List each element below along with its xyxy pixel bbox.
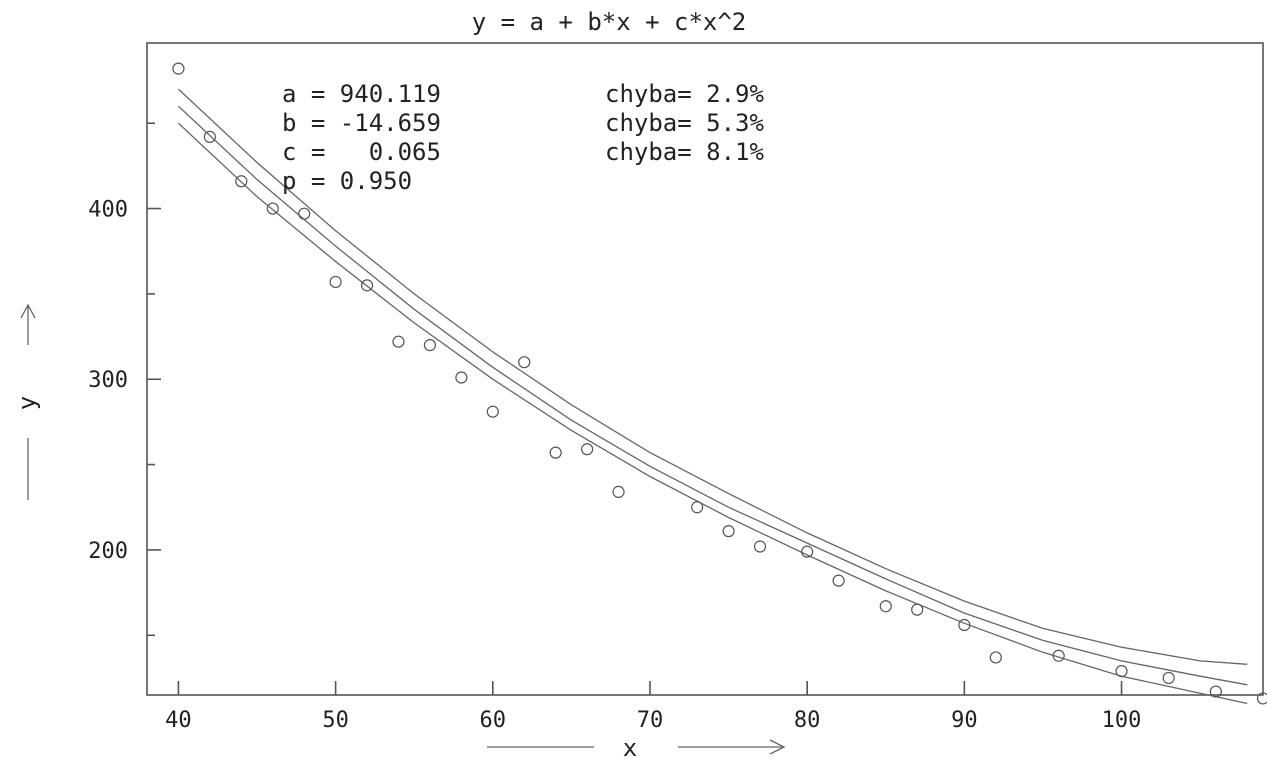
data-point <box>329 275 342 289</box>
data-point <box>612 485 625 498</box>
x-tick-label: 50 <box>322 708 349 733</box>
data-point <box>455 371 468 384</box>
data-point <box>549 446 562 459</box>
data-point <box>486 405 499 418</box>
param-b-text: b = -14.659 <box>282 109 441 137</box>
data-point <box>1115 665 1128 678</box>
data-point <box>832 574 845 587</box>
x-tick-label: 70 <box>637 708 664 733</box>
data-point <box>1052 649 1065 662</box>
param-a-error: chyba= 2.9% <box>605 80 764 108</box>
parameter-block: a = 940.119 chyba= 2.9% b = -14.659 chyb… <box>282 80 764 195</box>
chart-title: y = a + b*x + c*x^2 <box>472 8 747 36</box>
param-c-text: c = 0.065 <box>282 138 441 166</box>
data-point <box>392 335 405 348</box>
data-point <box>172 62 185 75</box>
data-point <box>360 279 374 292</box>
data-points <box>172 62 1267 705</box>
data-point <box>801 545 814 558</box>
param-a-text: a = 940.119 <box>282 80 441 108</box>
data-point <box>958 618 971 632</box>
param-c-error: chyba= 8.1% <box>605 138 764 166</box>
fitted-curve <box>177 105 1248 686</box>
data-point <box>581 443 594 456</box>
x-axis-label: x <box>623 734 637 759</box>
data-point <box>266 202 279 215</box>
data-point <box>235 175 248 188</box>
data-point <box>1209 685 1222 698</box>
y-tick-label: 300 <box>88 368 128 393</box>
y-tick-label: 200 <box>88 539 128 564</box>
fit-curves <box>177 88 1248 705</box>
y-axis-label: y <box>13 396 41 410</box>
data-point <box>518 356 531 369</box>
axis-ticks: 40 50 60 70 80 90 100 200 300 400 <box>88 122 1142 733</box>
data-point <box>879 600 892 613</box>
data-point <box>1162 671 1175 685</box>
data-point <box>691 501 704 514</box>
x-axis-arrowhead-icon <box>769 739 786 755</box>
x-tick-label: 40 <box>165 708 192 733</box>
data-point <box>753 540 767 553</box>
data-point <box>298 207 311 220</box>
plot-frame <box>146 42 1264 696</box>
upper-confidence-curve <box>177 88 1248 665</box>
data-point <box>423 339 437 352</box>
param-b-error: chyba= 5.3% <box>605 109 764 137</box>
param-p-text: p = 0.950 <box>282 167 412 195</box>
data-point <box>911 603 924 616</box>
data-point <box>1256 692 1267 705</box>
data-point <box>722 525 735 538</box>
data-point <box>989 651 1002 664</box>
x-tick-label: 80 <box>794 708 821 733</box>
y-tick-label: 400 <box>88 198 128 223</box>
lower-confidence-curve <box>177 122 1248 705</box>
y-axis-arrowhead-icon <box>20 303 36 319</box>
x-tick-label: 60 <box>480 708 507 733</box>
x-tick-label: 90 <box>951 708 978 733</box>
data-point <box>203 130 216 143</box>
x-tick-label: 100 <box>1102 708 1142 733</box>
